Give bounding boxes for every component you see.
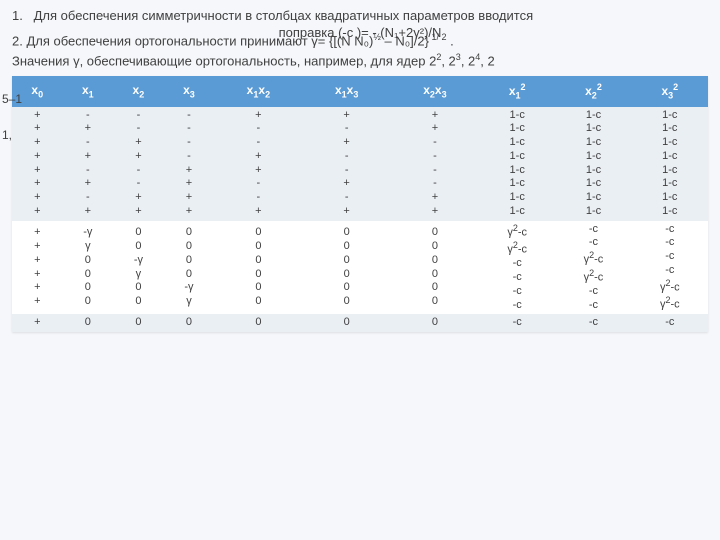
num-1: 1. (12, 8, 30, 25)
table-block-b-col6: 000000 (391, 221, 479, 315)
p3d: , 2 (480, 53, 494, 68)
table-body: ++++++++-+-+-+-+--++--++----+++++--++--+… (12, 107, 708, 333)
table-block-a-col5: +-+--+-+ (303, 107, 391, 221)
table-block-b-col9: -c-c-c-cγ2-cγ2-c (632, 221, 708, 315)
table-block-c-col4: 0 (214, 314, 302, 332)
table-block-a: ++++++++-+-+-+-+--++--++----+++++--++--+… (12, 107, 708, 221)
table-block-a-col7: 1-c1-c1-c1-c1-c1-c1-c1-c (479, 107, 555, 221)
marker-top: 5–1 (2, 92, 22, 106)
table-block-b-col1: -γγ0000 (63, 221, 114, 315)
table-block-c-col7: -c (479, 314, 555, 332)
table-block-b-col2: 00-γγ00 (113, 221, 164, 315)
design-table: x0x1x2x3x1x2x1x3x2x3x12x22x32 ++++++++-+… (12, 76, 708, 332)
p3b: , 2 (441, 53, 455, 68)
table-block-a-col8: 1-c1-c1-c1-c1-c1-c1-c1-c (555, 107, 631, 221)
col-header-3: x3 (164, 76, 215, 106)
col-header-4: x1x2 (214, 76, 302, 106)
table-block-b-col5: 000000 (303, 221, 391, 315)
col-header-8: x22 (555, 76, 631, 106)
table-block-c-col8: -c (555, 314, 631, 332)
table-block-c-col0: + (12, 314, 63, 332)
col-header-6: x2x3 (391, 76, 479, 106)
table-block-c-col5: 0 (303, 314, 391, 332)
table-block-c-col9: -c (632, 314, 708, 332)
table-block-a-col9: 1-c1-c1-c1-c1-c1-c1-c1-c (632, 107, 708, 221)
col-header-5: x1x3 (303, 76, 391, 106)
table-block-b: ++++++-γγ000000-γγ000000-γγ0000000000000… (12, 221, 708, 315)
table-block-b-col3: 0000-γγ (164, 221, 215, 315)
paragraph-3: Значения γ, обеспечивающие ортогональнос… (12, 52, 708, 70)
page-container: 1. Для обеспечения симметричности в стол… (0, 0, 720, 340)
table-block-a-col1: -+-+-+-+ (63, 107, 114, 221)
table-block-c-col6: 0 (391, 314, 479, 332)
marker-side: 1, (2, 128, 12, 142)
col-header-7: x12 (479, 76, 555, 106)
table-block-b-col4: 000000 (214, 221, 302, 315)
table-block-c-col1: 0 (63, 314, 114, 332)
paragraph-1b: поправка (-c )= - (N₁+2γ²)/N (12, 25, 708, 42)
p1b-text: поправка (-c )= - (N₁+2γ²)/N (279, 25, 442, 40)
table-block-b-col8: -c-cγ2-cγ2-c-c-c (555, 221, 631, 315)
table-block-c: +000000-c-c-c (12, 314, 708, 332)
table-block-a-col3: ----++++ (164, 107, 215, 221)
table-block-c-col2: 0 (113, 314, 164, 332)
p1-text: Для обеспечения симметричности в столбца… (34, 8, 533, 23)
table-block-a-col2: --++--++ (113, 107, 164, 221)
col-header-1: x1 (63, 76, 114, 106)
p3a: Значения γ, обеспечивающие ортогональнос… (12, 53, 436, 68)
table-block-a-col4: +--++--+ (214, 107, 302, 221)
table-block-b-col0: ++++++ (12, 221, 63, 315)
p3c: , 2 (461, 53, 475, 68)
table-block-a-col6: ++----++ (391, 107, 479, 221)
table-block-c-col3: 0 (164, 314, 215, 332)
col-header-2: x2 (113, 76, 164, 106)
header-row: x0x1x2x3x1x2x1x3x2x3x12x22x32 (12, 76, 708, 106)
paragraph-1: 1. Для обеспечения симметричности в стол… (12, 8, 708, 25)
table-block-b-col7: γ2-cγ2-c-c-c-c-c (479, 221, 555, 315)
col-header-9: x32 (632, 76, 708, 106)
table-block-a-col0: ++++++++ (12, 107, 63, 221)
